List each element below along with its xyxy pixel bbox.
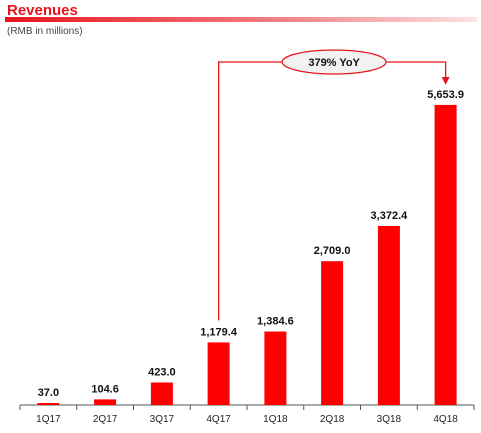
yoy-callout: 379% YoY	[217, 49, 450, 321]
data-label-1q17: 37.0	[38, 387, 59, 399]
data-label-3q17: 423.0	[148, 367, 176, 379]
bar-3q18	[377, 226, 400, 405]
data-label-4q18: 5,653.9	[427, 89, 464, 101]
bars	[37, 104, 457, 406]
data-labels: 37.0 104.6 423.0 1,179.4 1,384.6 2,709.0 3,372…	[38, 89, 464, 399]
yoy-badge	[281, 49, 387, 75]
data-label-4q17: 1,179.4	[200, 326, 238, 338]
data-label-3q18: 3,372.4	[371, 210, 409, 222]
category-label-1q18: 1Q18	[263, 414, 288, 425]
bar-2q17	[94, 399, 117, 405]
yoy-label: 379% YoY	[308, 57, 360, 69]
category-label-3q17: 3Q17	[150, 414, 175, 425]
data-label-2q18: 2,709.0	[314, 245, 351, 257]
chart-subtitle: (RMB in millions)	[7, 26, 83, 37]
category-label-2q17: 2Q17	[93, 414, 118, 425]
chart-title: Revenues	[7, 2, 78, 19]
title-underline	[5, 17, 477, 22]
category-label-2q18: 2Q18	[320, 414, 345, 425]
category-label-4q17: 4Q17	[206, 414, 231, 425]
bar-2q18	[321, 261, 344, 405]
tick-marks	[19, 405, 475, 410]
bar-3q17	[150, 382, 173, 405]
bar-1q18	[264, 331, 287, 405]
data-label-2q17: 104.6	[91, 383, 119, 395]
bar-4q17	[207, 342, 230, 405]
data-label-1q18: 1,384.6	[257, 316, 294, 328]
bar-4q18	[434, 104, 457, 406]
category-label-3q18: 3Q18	[377, 414, 402, 425]
category-label-4q18: 4Q18	[433, 414, 458, 425]
category-label-1q17: 1Q17	[36, 414, 61, 425]
bar-1q17	[37, 403, 60, 405]
category-labels: 1Q17 2Q17 3Q17 4Q17 1Q18 2Q18 3Q18 4Q18	[36, 414, 458, 425]
